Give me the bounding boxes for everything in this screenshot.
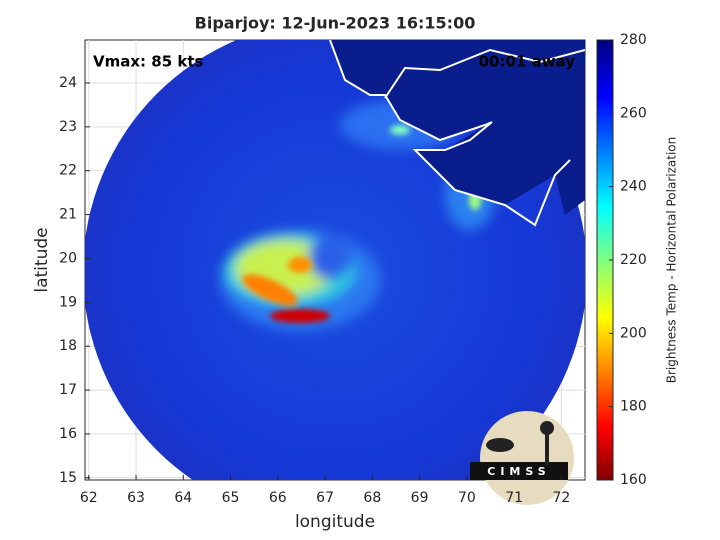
y-tick-label: 18 [59,338,77,354]
logo: CIMSS [470,411,574,505]
imagery [85,40,585,480]
y-tick-label: 24 [59,75,77,91]
colorbar-tick-label: 160 [620,472,647,488]
x-tick-label: 67 [316,490,334,506]
colorbar-tick-label: 180 [620,399,647,415]
colorbar-tick-label: 220 [620,252,647,268]
x-tick-label: 72 [552,490,570,506]
x-tick-label: 62 [80,490,98,506]
y-tick-label: 17 [59,382,77,398]
x-axis-label: longitude [295,512,375,532]
x-tick-label: 70 [458,490,476,506]
y-tick-label: 23 [59,119,77,135]
x-tick-label: 66 [269,490,287,506]
y-tick-label: 19 [59,294,77,310]
x-tick-label: 63 [127,490,145,506]
logo-text: CIMSS [487,465,550,478]
x-tick-label: 65 [222,490,240,506]
x-tick-label: 68 [363,490,381,506]
y-tick-label: 15 [59,470,77,486]
annotation: Vmax: 85 kts [93,53,203,71]
y-tick-label: 22 [59,163,77,179]
y-tick-label: 21 [59,207,77,223]
colorbar-label: Brightness Temp - Horizontal Polarizatio… [665,137,679,384]
x-tick-label: 71 [505,490,523,506]
y-tick-label: 16 [59,426,77,442]
colorbar-tick-label: 260 [620,105,647,121]
x-tick-label: 69 [411,490,429,506]
x-tick-label: 64 [174,490,192,506]
chart-title: Biparjoy: 12-Jun-2023 16:15:00 [195,14,476,33]
colorbar-tick-label: 200 [620,325,647,341]
colorbar-tick-label: 240 [620,179,647,195]
y-tick-label: 20 [59,250,77,266]
annotation: 00:01 away [479,53,576,71]
y-axis-label: latitude [32,227,52,292]
colorbar-tick-label: 280 [620,32,647,48]
